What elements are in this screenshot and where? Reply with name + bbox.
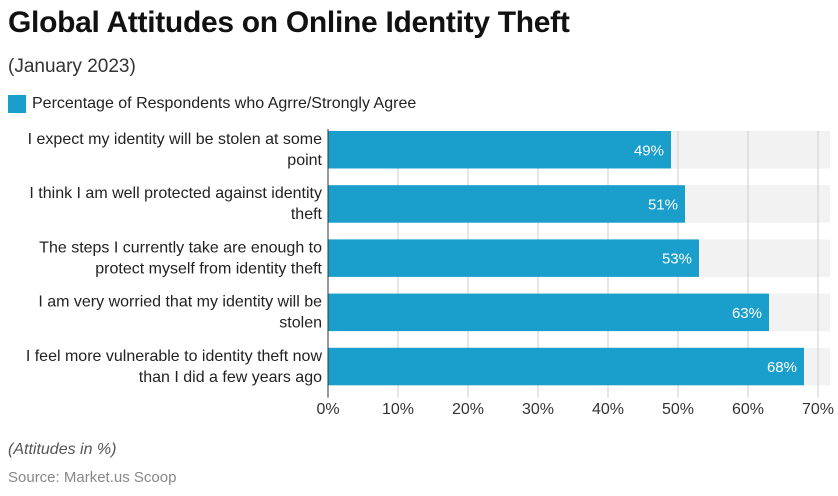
category-label: theft	[291, 206, 323, 223]
category-label: I feel more vulnerable to identity theft…	[26, 348, 323, 365]
x-tick-label: 10%	[382, 401, 414, 418]
category-label: I think I am well protected against iden…	[29, 185, 322, 202]
x-tick-label: 70%	[802, 401, 834, 418]
bar	[328, 185, 685, 223]
category-label: than I did a few years ago	[139, 369, 322, 386]
chart-title: Global Attitudes on Online Identity Thef…	[8, 6, 570, 39]
chart-subtitle: (January 2023)	[8, 56, 136, 77]
x-tick-label: 40%	[592, 401, 624, 418]
bar	[328, 239, 699, 277]
data-label: 49%	[634, 142, 664, 159]
data-label: 63%	[732, 305, 762, 322]
category-label: I expect my identity will be stolen at s…	[28, 131, 322, 148]
data-label: 53%	[662, 251, 692, 268]
legend-swatch	[8, 95, 26, 113]
bar	[328, 293, 769, 332]
category-label: I am very worried that my identity will …	[38, 294, 322, 311]
chart-source: Source: Market.us Scoop	[8, 469, 177, 486]
x-tick-label: 0%	[316, 401, 339, 418]
chart-note: (Attitudes in %)	[8, 441, 117, 458]
x-tick-label: 30%	[522, 401, 554, 418]
bar-chart: 49% I expect my identity will be stolen a…	[26, 129, 834, 418]
category-label: stolen	[279, 315, 322, 332]
category-label: The steps I currently take are enough to	[39, 239, 322, 256]
legend: Percentage of Respondents who Agrre/Stro…	[8, 93, 416, 115]
category-label: point	[287, 152, 322, 169]
category-label: protect myself from identity theft	[95, 260, 322, 277]
data-label: 68%	[767, 359, 797, 376]
x-tick-label: 60%	[732, 401, 764, 418]
x-tick-label: 50%	[662, 401, 694, 418]
x-tick-label: 20%	[452, 401, 484, 418]
legend-label: Percentage of Respondents who Agrre/Stro…	[32, 95, 417, 112]
bar	[328, 347, 804, 386]
data-label: 51%	[648, 196, 678, 213]
bar	[328, 131, 671, 169]
